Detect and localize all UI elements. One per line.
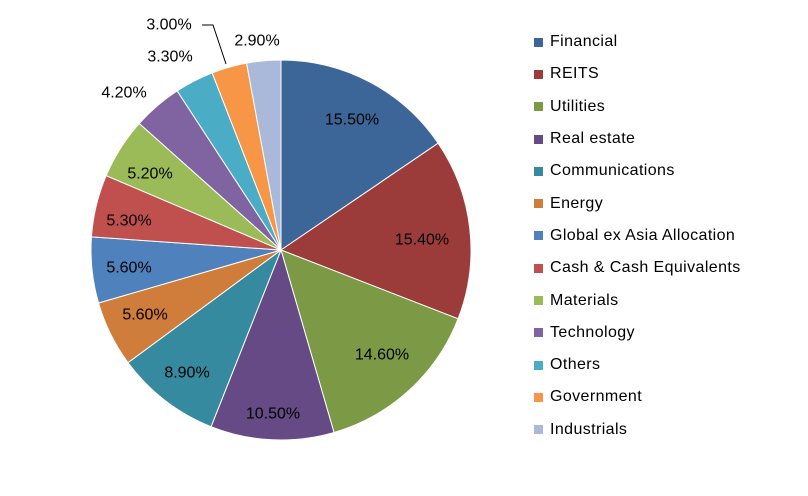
legend-swatch: [534, 69, 543, 79]
legend-swatch: [534, 166, 543, 176]
legend-item: REITS: [534, 58, 741, 90]
legend-label: Others: [550, 356, 601, 374]
legend-item: Utilities: [534, 91, 741, 123]
legend-label: Materials: [550, 291, 619, 309]
data-label: 5.60%: [122, 307, 167, 324]
legend-label: REITS: [550, 65, 600, 83]
data-label: 3.00%: [146, 17, 191, 34]
pie-slice-utilities: [280, 249, 459, 434]
data-label: 15.50%: [325, 112, 379, 129]
data-label: 5.30%: [106, 213, 151, 230]
pie-slice-communications: [127, 248, 283, 428]
legend-swatch: [534, 392, 543, 402]
legend-swatch: [534, 134, 543, 144]
legend-item: Materials: [534, 284, 741, 316]
legend-swatch: [534, 37, 543, 47]
legend-swatch: [534, 263, 543, 273]
legend-label: Cash & Cash Equivalents: [550, 259, 741, 277]
legend-label: Financial: [550, 33, 618, 51]
legend-swatch: [534, 102, 543, 112]
legend-item: Others: [534, 349, 741, 381]
data-label: 5.60%: [106, 260, 151, 277]
data-label: 8.90%: [164, 365, 209, 382]
legend-swatch: [534, 328, 543, 338]
pie-slice-real-estate: [210, 248, 335, 441]
legend-item: Communications: [534, 155, 741, 187]
legend-swatch: [534, 425, 543, 435]
legend-swatch: [534, 199, 543, 209]
legend-label: Government: [550, 388, 643, 406]
data-label: 14.60%: [355, 347, 409, 364]
legend-item: Cash & Cash Equivalents: [534, 252, 741, 284]
pie-slice-reits: [279, 142, 472, 320]
data-label: 4.20%: [101, 85, 146, 102]
legend-item: Government: [534, 381, 741, 413]
legend-label: Industrials: [550, 420, 628, 438]
legend-label: Technology: [550, 323, 635, 341]
data-label: 5.20%: [127, 166, 172, 183]
legend: Financial REITS Utilities Real estate Commun…: [534, 26, 741, 446]
pie-slice-financial: [280, 59, 439, 251]
data-label: 2.90%: [234, 33, 279, 50]
legend-item: Industrials: [534, 414, 741, 446]
data-label: 10.50%: [246, 406, 300, 423]
pie-slices: [90, 59, 472, 441]
legend-label: Global ex Asia Allocation: [550, 226, 736, 244]
pie-data-labels: 15.50% 15.40% 14.60% 10.50% 8.90% 5.60% 5.60% 5…: [101, 17, 449, 423]
label-leader-line: [202, 24, 227, 65]
data-label: 3.30%: [147, 49, 192, 66]
legend-item: Energy: [534, 187, 741, 219]
legend-item: Global ex Asia Allocation: [534, 220, 741, 252]
legend-swatch: [534, 360, 543, 370]
legend-item: Real estate: [534, 123, 741, 155]
legend-swatch: [534, 296, 543, 306]
legend-label: Communications: [550, 162, 675, 180]
legend-label: Utilities: [550, 97, 606, 115]
legend-swatch: [534, 231, 543, 241]
pie-slice-industrials: [245, 59, 282, 251]
legend-item: Technology: [534, 317, 741, 349]
legend-label: Real estate: [550, 130, 636, 148]
legend-item: Financial: [534, 26, 741, 58]
legend-label: Energy: [550, 194, 604, 212]
data-label: 15.40%: [395, 232, 449, 249]
